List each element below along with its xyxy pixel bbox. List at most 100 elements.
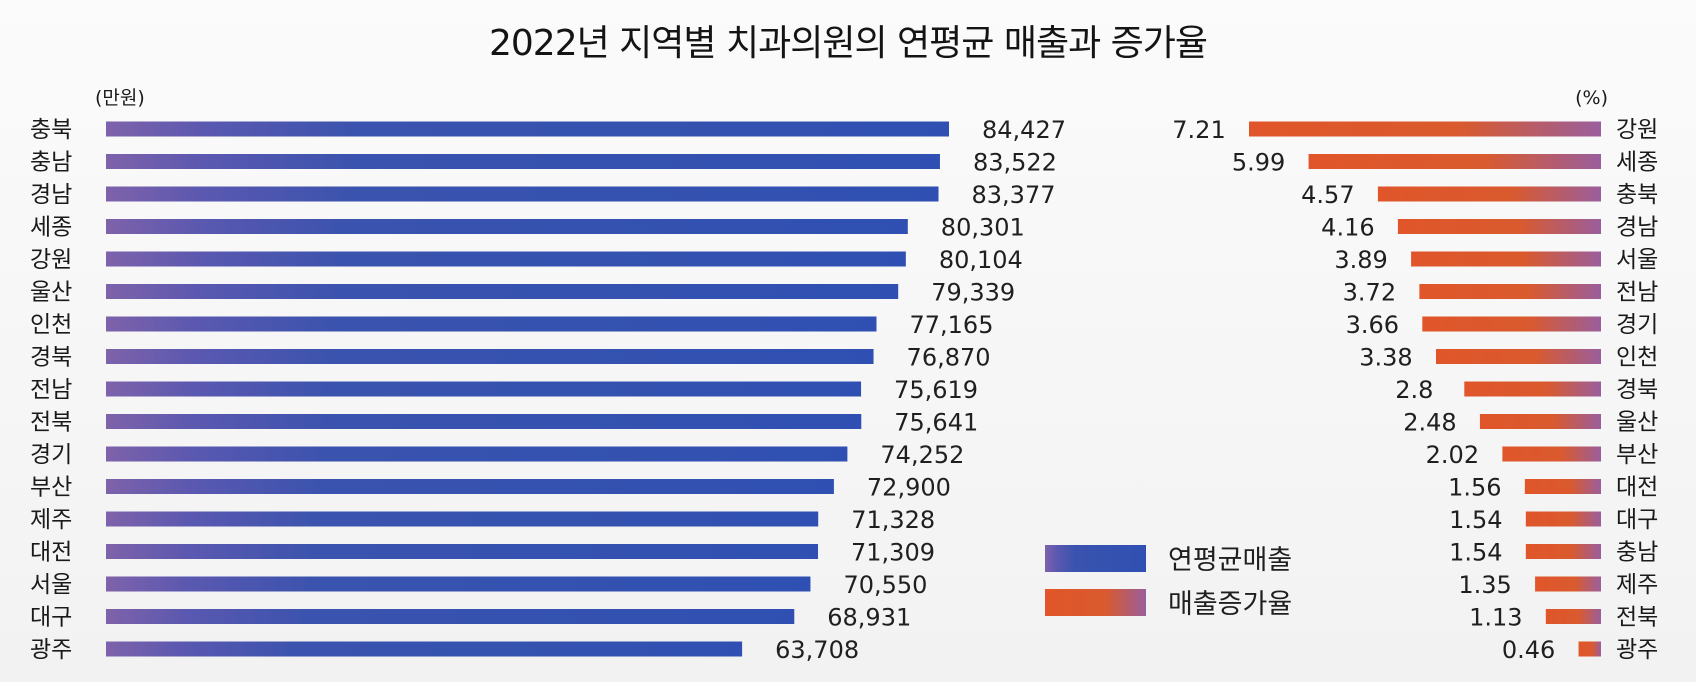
revenue-bar (106, 349, 874, 364)
right-category-label: 부산 (1616, 442, 1658, 468)
right-category-label: 경북 (1616, 377, 1658, 403)
right-category-label: 충북 (1616, 182, 1658, 208)
growth-bar (1419, 284, 1601, 299)
left-category-label: 대전 (30, 540, 72, 566)
legend-swatch-growth (1045, 589, 1146, 616)
revenue-bar (106, 121, 949, 137)
growth-value-label: 3.66 (1346, 311, 1399, 339)
right-category-label: 전남 (1616, 280, 1658, 306)
revenue-value-label: 68,931 (827, 604, 911, 632)
left-category-label: 강원 (30, 247, 72, 273)
growth-bar (1524, 479, 1601, 494)
revenue-bar (106, 609, 795, 624)
revenue-value-label: 75,619 (894, 376, 978, 404)
growth-value-label: 1.56 (1448, 474, 1501, 502)
right-category-label: 대전 (1616, 475, 1658, 501)
growth-bar (1578, 641, 1601, 657)
growth-value-label: 3.38 (1359, 344, 1412, 372)
growth-value-label: 3.72 (1343, 279, 1396, 307)
revenue-value-label: 74,252 (880, 441, 964, 469)
revenue-value-label: 79,339 (931, 279, 1015, 307)
growth-bar (1422, 316, 1601, 332)
right-category-label: 경남 (1616, 215, 1658, 241)
growth-value-label: 0.46 (1502, 636, 1555, 664)
growth-bars: 7.21 강원 5.99 세종 4.57 충북 4.16 경남 3.89 서울 3.72 전남 3.66… (1172, 116, 1658, 664)
revenue-bar (106, 316, 877, 332)
left-category-label: 전남 (30, 377, 72, 403)
right-category-label: 세종 (1616, 150, 1658, 176)
revenue-bar (106, 284, 899, 299)
growth-bar (1525, 544, 1601, 559)
growth-value-label: 4.16 (1321, 214, 1374, 242)
revenue-bar (106, 381, 862, 397)
growth-bar (1502, 446, 1601, 462)
right-category-label: 울산 (1616, 410, 1658, 436)
revenue-value-label: 75,641 (894, 409, 978, 437)
growth-bar (1545, 609, 1601, 624)
growth-value-label: 2.02 (1426, 441, 1479, 469)
legend-swatch-revenue (1045, 545, 1146, 572)
revenue-bar (106, 251, 906, 267)
growth-value-label: 1.13 (1469, 604, 1522, 632)
left-category-label: 충남 (30, 150, 72, 176)
right-category-label: 제주 (1616, 572, 1658, 598)
growth-value-label: 2.8 (1395, 376, 1433, 404)
growth-bar (1525, 511, 1601, 527)
revenue-bar (106, 154, 940, 169)
revenue-value-label: 84,427 (982, 116, 1066, 144)
chart-title: 2022년 지역별 치과의원의 연평균 매출과 증가율 (489, 23, 1208, 64)
legend: 연평균매출 매출증가율 (1045, 545, 1292, 620)
left-category-label: 광주 (30, 637, 72, 663)
revenue-value-label: 77,165 (909, 311, 993, 339)
growth-bar (1249, 121, 1601, 137)
left-category-label: 대구 (30, 605, 72, 631)
growth-bar (1435, 349, 1601, 364)
left-category-label: 세종 (30, 215, 72, 241)
right-category-label: 전북 (1616, 605, 1658, 631)
growth-bar (1308, 154, 1601, 169)
growth-value-label: 1.54 (1449, 539, 1502, 567)
left-category-label: 충북 (30, 117, 72, 143)
left-category-label: 서울 (30, 572, 72, 598)
right-category-label: 대구 (1616, 507, 1658, 533)
revenue-value-label: 71,309 (851, 539, 935, 567)
growth-bar (1535, 576, 1601, 592)
revenue-value-label: 83,377 (972, 181, 1056, 209)
revenue-value-label: 72,900 (867, 474, 951, 502)
growth-value-label: 2.48 (1403, 409, 1456, 437)
revenue-value-label: 70,550 (843, 571, 927, 599)
left-category-label: 부산 (30, 475, 72, 501)
revenue-bars: 충북 84,427 충남 83,522 경남 83,377 세종 80,301 강원 80,104… (30, 116, 1066, 664)
growth-value-label: 4.57 (1301, 181, 1354, 209)
growth-value-label: 1.35 (1458, 571, 1511, 599)
revenue-bar (106, 641, 743, 657)
right-category-label: 강원 (1616, 117, 1658, 143)
growth-value-label: 7.21 (1172, 116, 1225, 144)
growth-bar (1479, 414, 1601, 429)
revenue-value-label: 63,708 (775, 636, 859, 664)
growth-bar (1397, 219, 1601, 234)
right-category-label: 광주 (1616, 637, 1658, 663)
revenue-bar (106, 479, 834, 494)
revenue-bar (106, 186, 939, 202)
revenue-bar (106, 219, 908, 234)
right-category-label: 서울 (1616, 247, 1658, 273)
revenue-value-label: 76,870 (907, 344, 991, 372)
right-category-label: 인천 (1616, 345, 1658, 371)
left-category-label: 경기 (30, 442, 72, 468)
left-category-label: 제주 (30, 507, 72, 533)
right-unit-label: (%) (1575, 87, 1608, 109)
growth-bar (1411, 251, 1601, 267)
growth-bar (1377, 186, 1601, 202)
growth-bar (1464, 381, 1601, 397)
left-unit-label: (만원) (95, 87, 145, 109)
left-category-label: 경남 (30, 182, 72, 208)
left-category-label: 인천 (30, 312, 72, 338)
growth-value-label: 3.89 (1334, 246, 1387, 274)
right-category-label: 충남 (1616, 540, 1658, 566)
left-category-label: 울산 (30, 280, 72, 306)
growth-value-label: 1.54 (1449, 506, 1502, 534)
revenue-bar (106, 576, 811, 592)
left-category-label: 경북 (30, 345, 72, 371)
